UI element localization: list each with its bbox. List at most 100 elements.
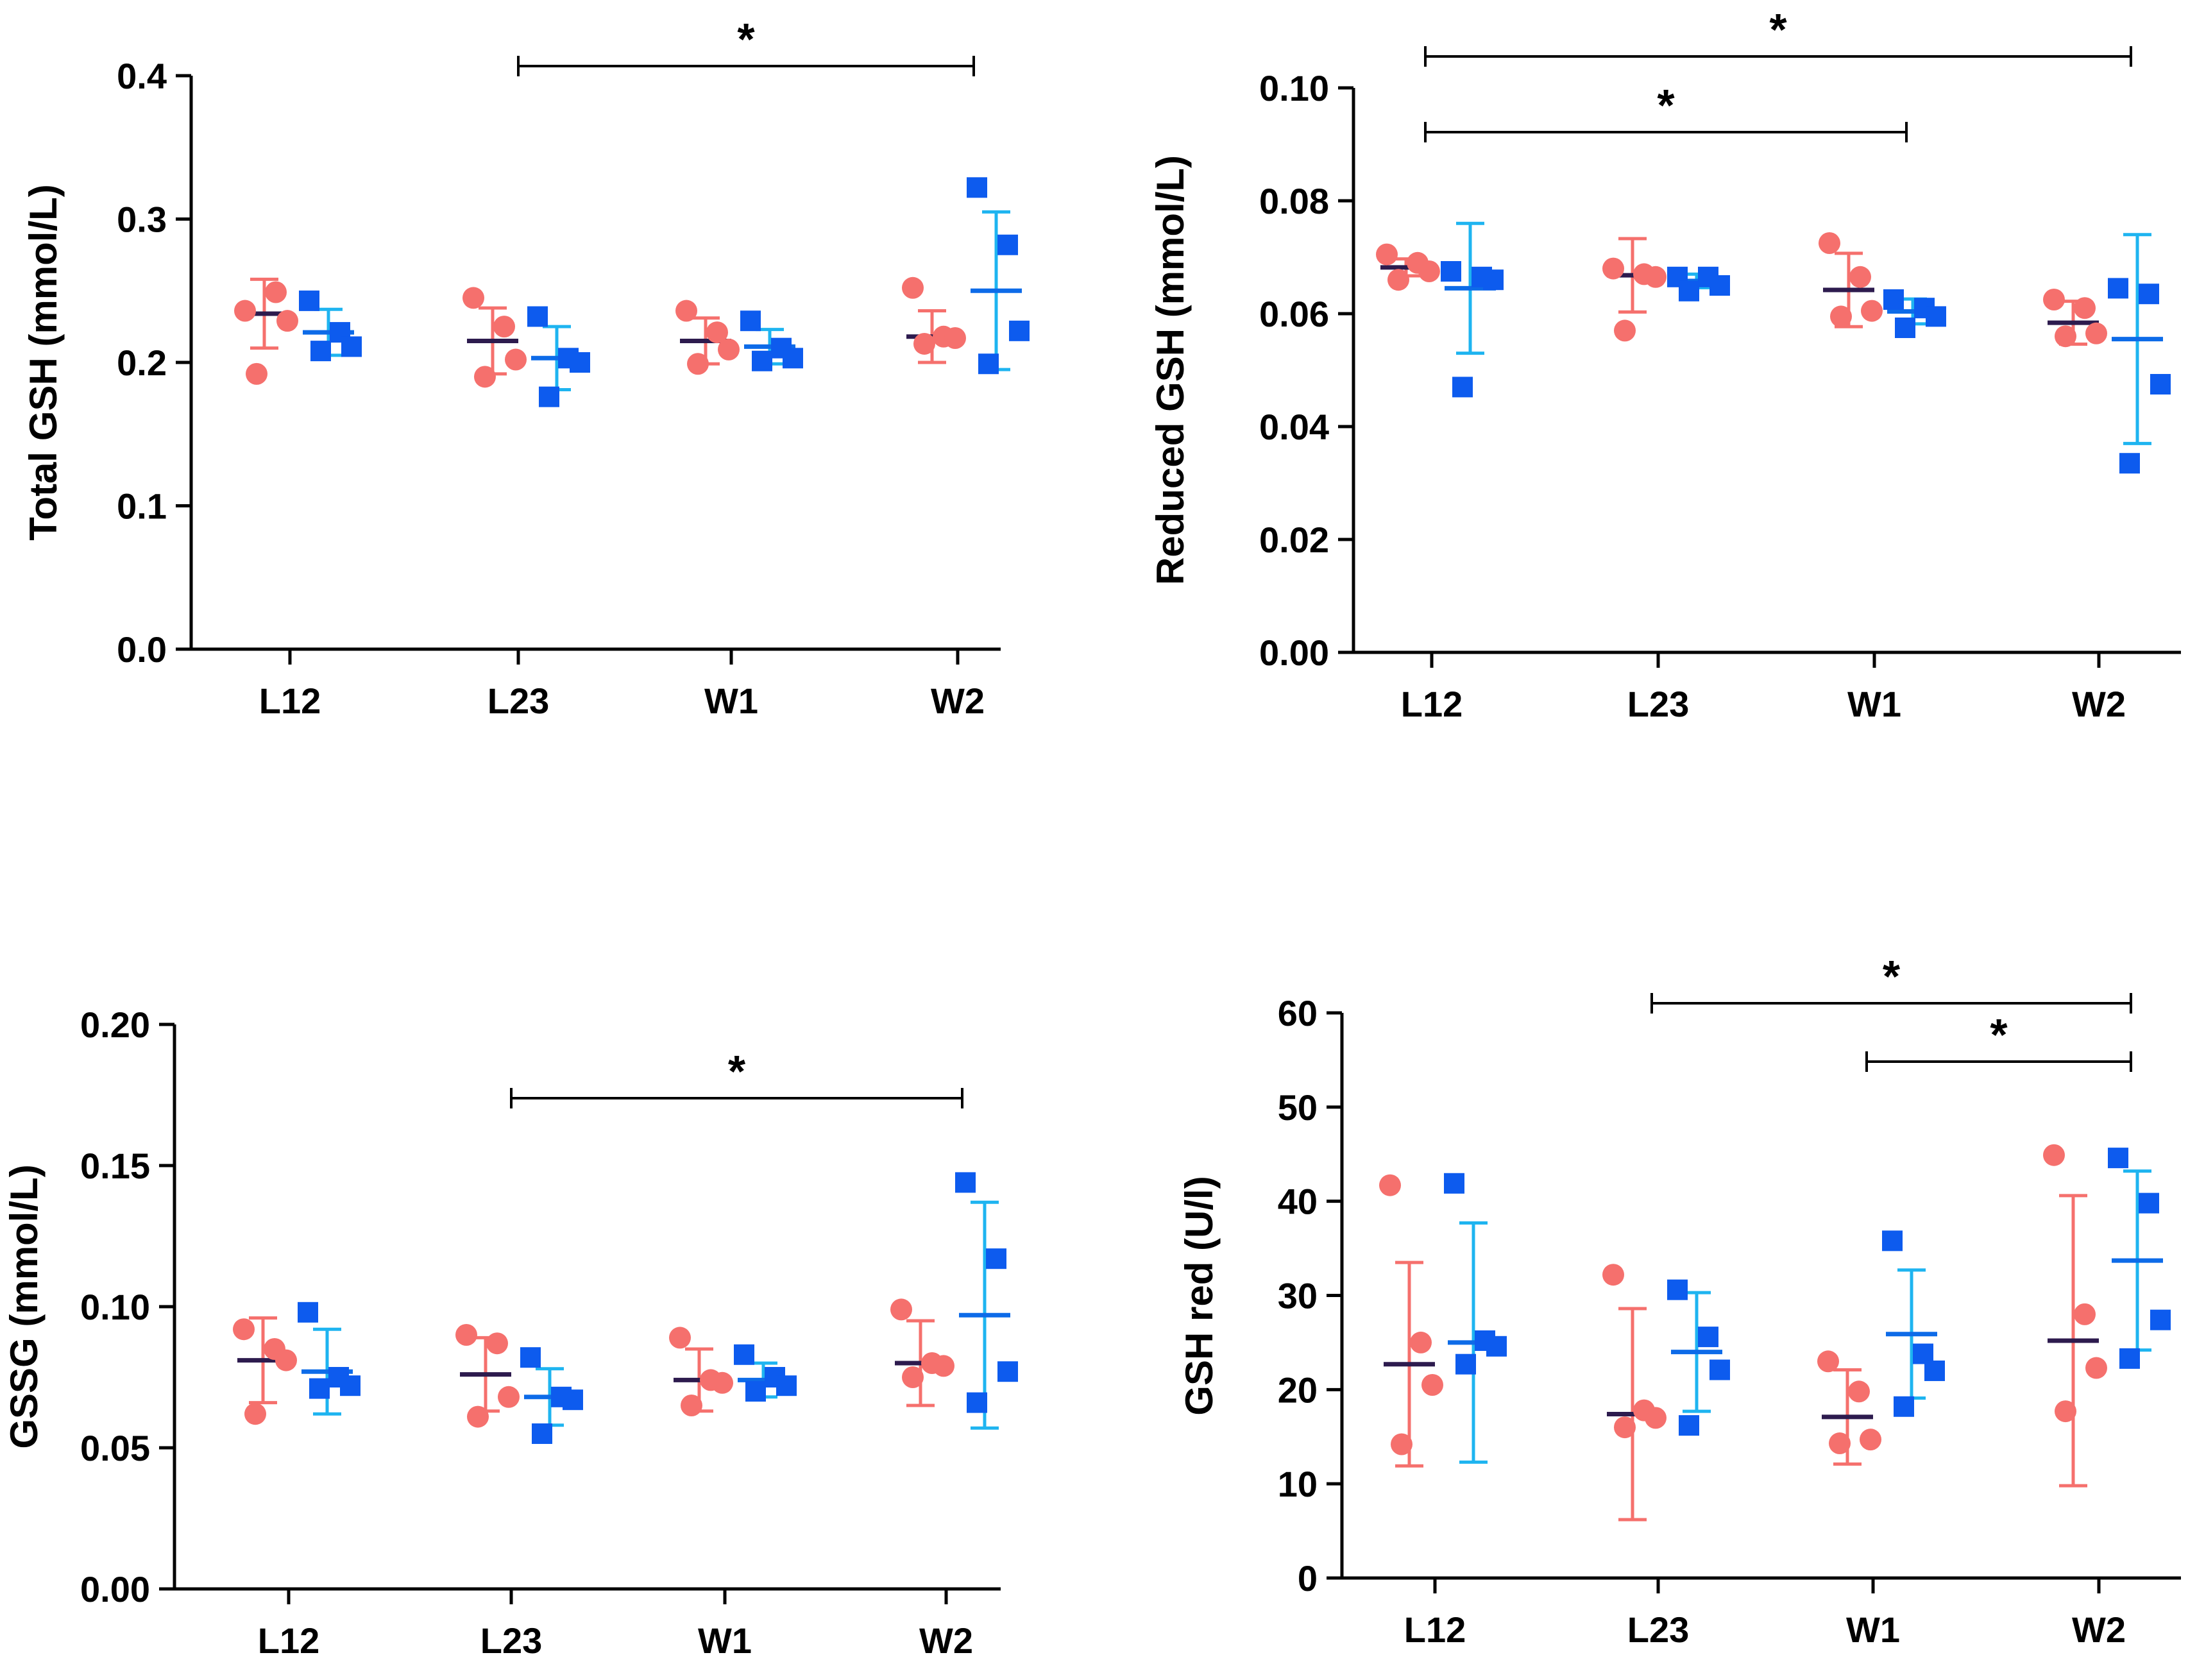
data-point-circle — [244, 1403, 266, 1425]
data-point-square — [978, 353, 999, 375]
significance-star: * — [1990, 1010, 2008, 1060]
data-point-square — [340, 1375, 361, 1396]
y-tick-label: 0.1 — [117, 486, 167, 527]
data-point-circle — [706, 321, 728, 344]
chart-panel-4: 0 10 20 30 40 50 60 L12 L23 W1 W2 GSH red (U/l) * * — [1178, 951, 2181, 1650]
data-point-square — [1455, 1353, 1476, 1375]
data-point-circle — [1387, 269, 1409, 291]
data-point-circle — [1410, 1331, 1432, 1353]
data-point-square — [1924, 1360, 1945, 1381]
data-point-square — [997, 234, 1018, 255]
x-tick-label: W2 — [919, 1620, 973, 1661]
data-point-circle — [711, 1371, 733, 1394]
y-tick-label: 0.00 — [1259, 632, 1329, 673]
data-point-square — [967, 1392, 987, 1413]
y-tick-label: 0.06 — [1259, 294, 1329, 334]
data-point-square — [1444, 1173, 1464, 1194]
data-point-square — [776, 1375, 797, 1396]
data-point-circle — [498, 1386, 520, 1408]
data-point-circle — [1421, 1373, 1443, 1396]
y-tick-label: 0.20 — [80, 1005, 150, 1045]
data-point-square — [310, 341, 331, 362]
y-tick-label: 0.10 — [1259, 68, 1329, 108]
data-point-square — [570, 352, 590, 373]
series-group-circle — [1376, 232, 2107, 348]
chart-panel-2: 0.00 0.02 0.04 0.06 0.08 0.10 L12 L23 W1 W2 Reduce… — [1149, 4, 2181, 724]
data-point-square — [997, 1361, 1018, 1382]
data-point-square — [2150, 374, 2171, 395]
data-point-square — [986, 1248, 1006, 1269]
x-tick-label: W2 — [931, 681, 985, 721]
x-tick-label: L23 — [488, 681, 550, 721]
data-point-square — [1679, 1415, 1699, 1436]
data-point-square — [734, 1344, 754, 1365]
x-tick-label: W2 — [2072, 684, 2126, 724]
y-tick-label: 0.04 — [1259, 407, 1329, 447]
data-point-square — [341, 336, 362, 357]
data-point-circle — [669, 1327, 691, 1349]
data-point-square — [299, 290, 319, 311]
data-point-circle — [675, 300, 697, 322]
x-tick-label: W1 — [1847, 684, 1901, 724]
data-point-circle — [913, 332, 935, 355]
data-point-circle — [505, 348, 527, 371]
data-point-square — [2139, 284, 2159, 305]
data-point-circle — [1645, 1407, 1667, 1429]
series-group-circle — [234, 276, 966, 388]
data-point-circle — [1645, 266, 1667, 288]
x-tick-label: W2 — [2072, 1609, 2126, 1650]
y-axis-title: GSH red (U/l) — [1178, 1176, 1221, 1415]
data-point-circle — [2043, 1144, 2065, 1166]
data-point-square — [298, 1302, 318, 1323]
data-point-square — [1483, 269, 1504, 291]
y-tick-label: 60 — [1278, 993, 1318, 1033]
chart-panel-3: 0.00 0.05 0.10 0.15 0.20 L12 L23 W1 W2 GSSG (mmol… — [3, 1005, 1018, 1661]
data-point-square — [1894, 1396, 1914, 1417]
y-axis-title: Reduced GSH (mmol/L) — [1149, 155, 1192, 585]
data-point-circle — [234, 300, 256, 322]
series-group-circle — [233, 1298, 954, 1428]
x-tick-label: L23 — [1627, 1609, 1690, 1650]
data-point-circle — [1861, 300, 1883, 322]
data-point-square — [1882, 1230, 1903, 1252]
y-tick-label: 30 — [1278, 1276, 1318, 1316]
x-tick-label: L23 — [1627, 684, 1690, 724]
data-point-square — [967, 177, 987, 198]
data-point-circle — [2055, 325, 2076, 348]
data-point-square — [1883, 289, 1904, 310]
data-point-circle — [2085, 1357, 2107, 1379]
data-point-square — [532, 1423, 552, 1444]
data-point-circle — [1391, 1433, 1412, 1455]
significance-star: * — [728, 1046, 746, 1096]
data-point-circle — [467, 1405, 489, 1428]
data-point-square — [2108, 1148, 2128, 1169]
data-point-square — [527, 306, 548, 327]
data-point-circle — [687, 353, 709, 375]
data-point-circle — [1602, 257, 1624, 280]
significance-star: * — [737, 14, 755, 64]
significance-star: * — [1657, 80, 1675, 130]
data-point-circle — [1614, 319, 1636, 342]
y-tick-label: 0.05 — [80, 1428, 150, 1468]
data-point-circle — [246, 362, 267, 385]
data-point-square — [1709, 275, 1730, 296]
data-point-circle — [1817, 1350, 1839, 1373]
data-point-square — [1679, 280, 1699, 301]
data-point-circle — [1860, 1429, 1881, 1451]
data-point-circle — [486, 1332, 508, 1355]
data-point-circle — [2085, 322, 2107, 344]
x-tick-label: W1 — [704, 681, 758, 721]
data-point-square — [520, 1347, 541, 1368]
x-tick-label: L12 — [1404, 1609, 1466, 1650]
y-tick-label: 0.15 — [80, 1146, 150, 1186]
data-point-circle — [1848, 1380, 1870, 1403]
data-point-square — [752, 350, 772, 371]
data-point-circle — [681, 1395, 702, 1416]
data-point-square — [783, 348, 803, 369]
y-tick-label: 0.02 — [1259, 520, 1329, 560]
y-tick-label: 0.4 — [117, 56, 167, 96]
y-tick-label: 0.0 — [117, 629, 167, 670]
data-point-square — [1709, 1359, 1730, 1380]
